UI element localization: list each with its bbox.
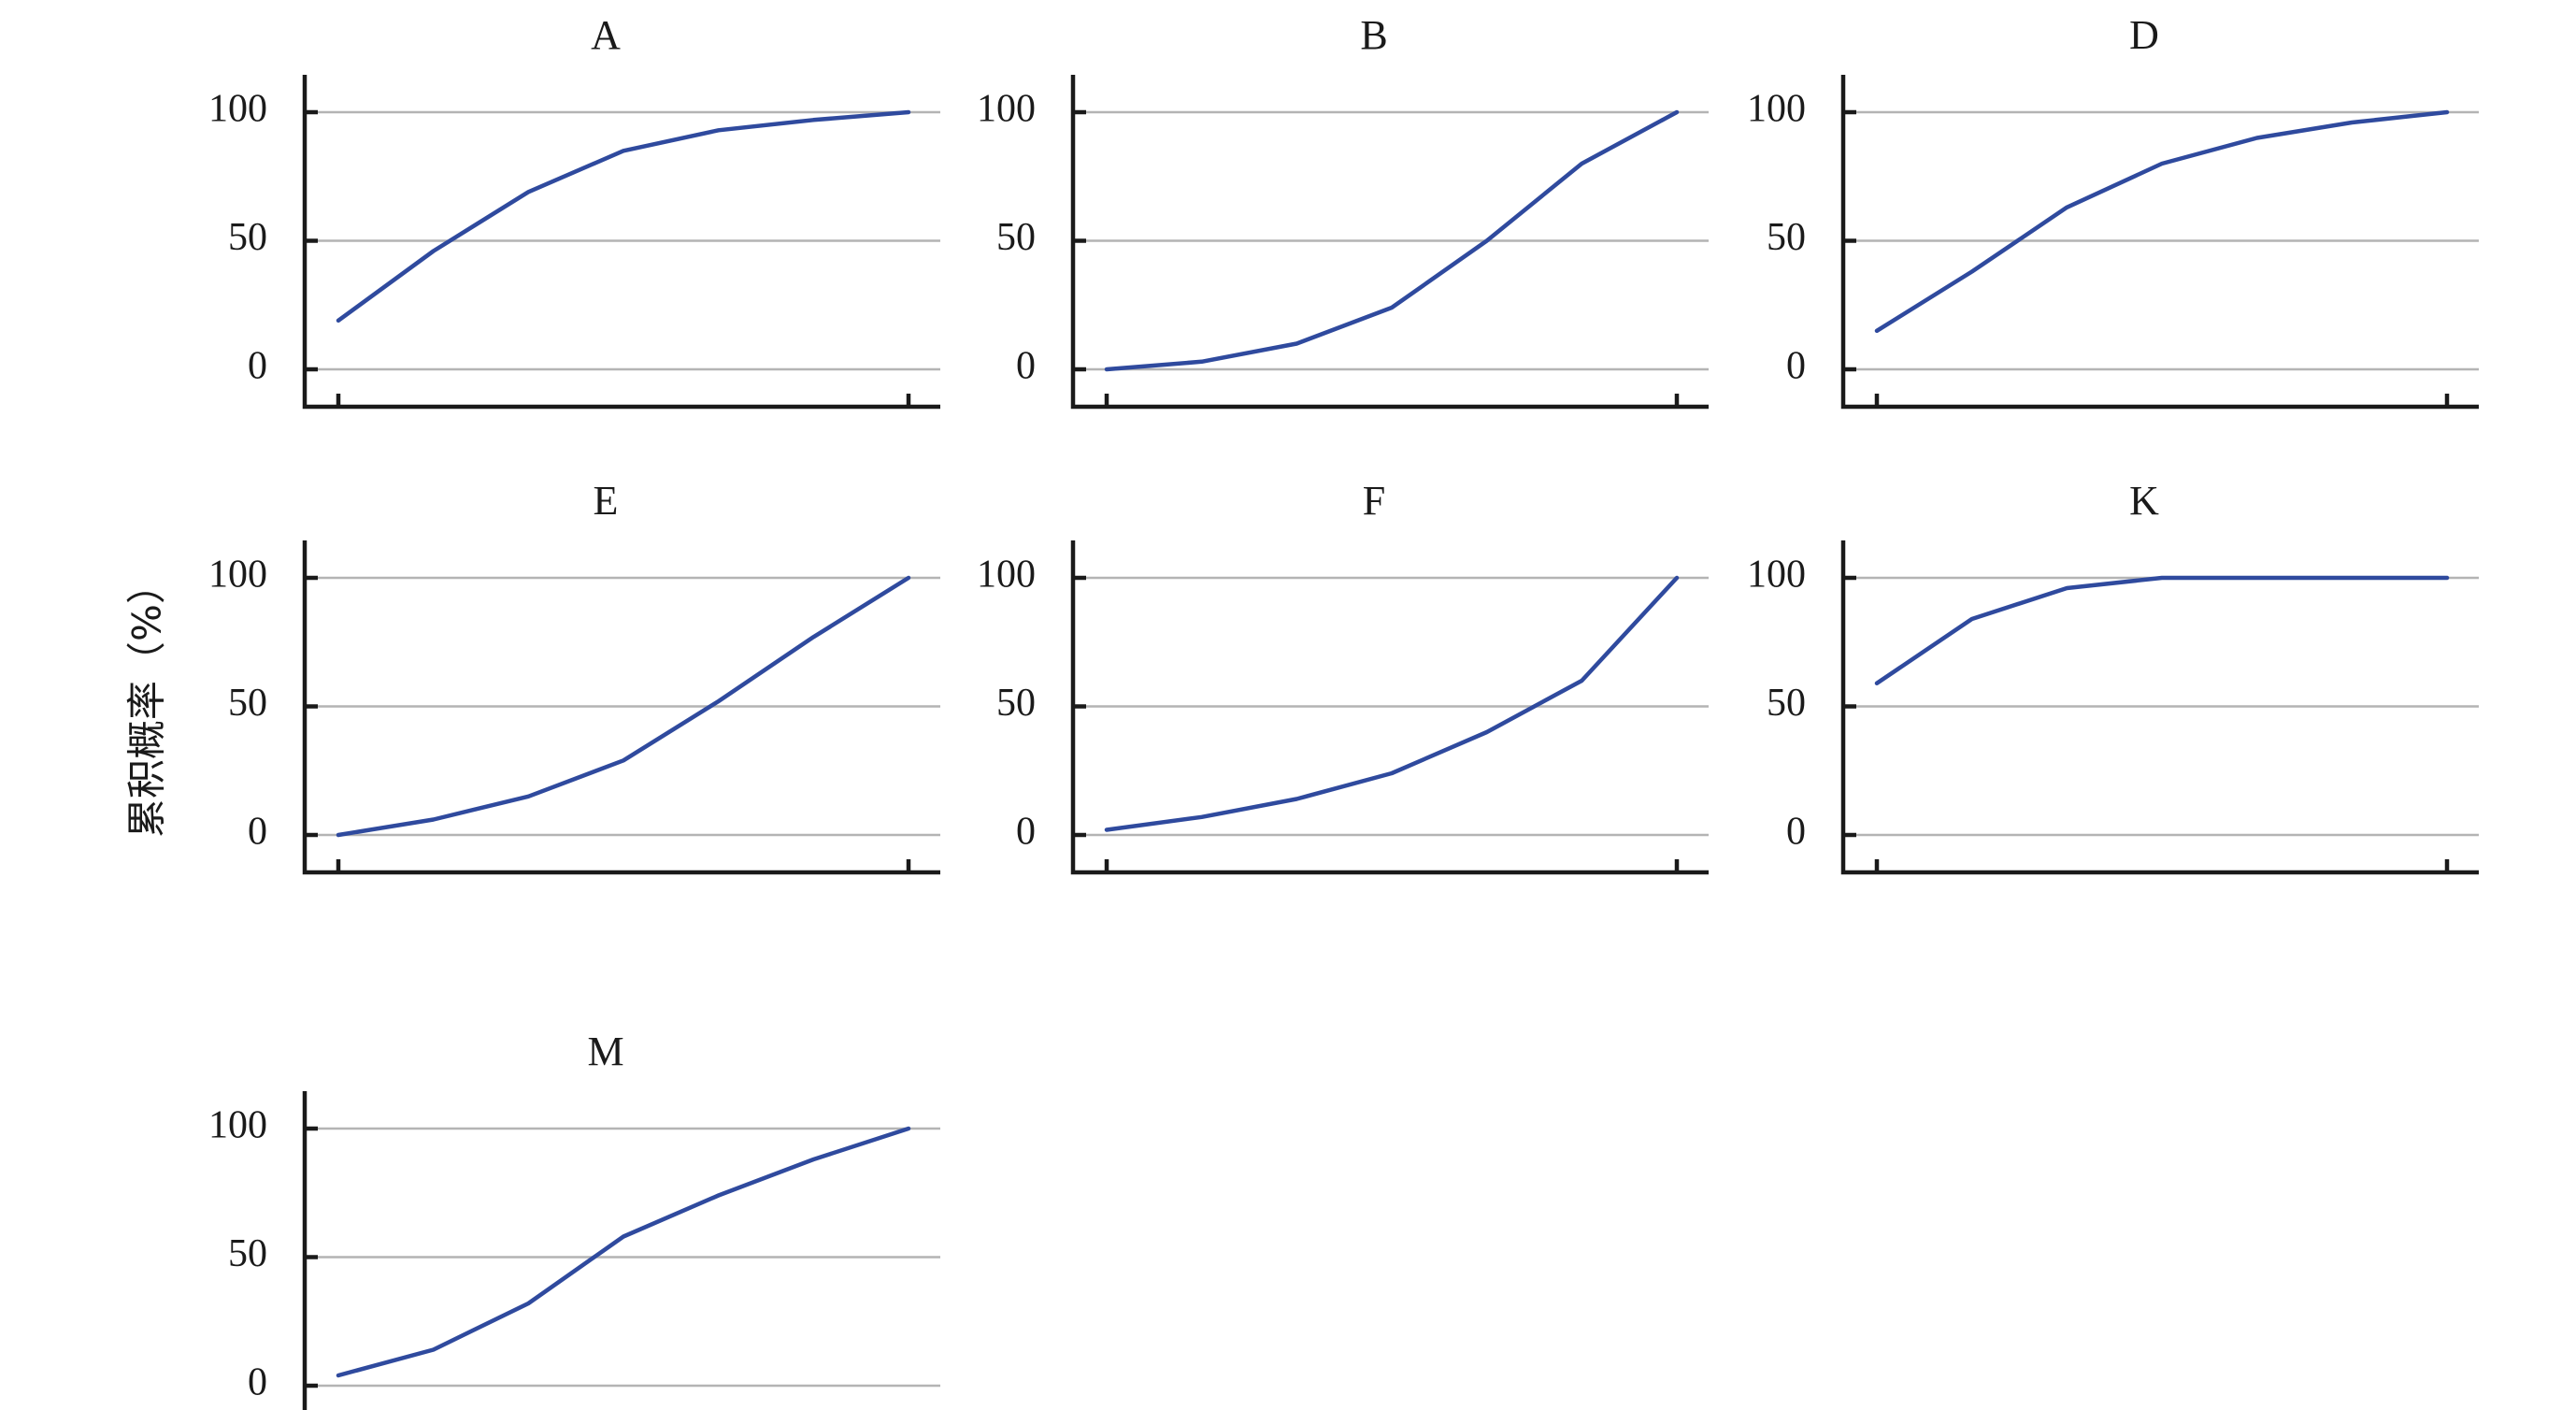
y-tick-label: 100 [208,554,267,597]
axes [1070,540,1709,875]
y-tick-label: 50 [996,216,1036,259]
y-tick-label: 100 [977,554,1036,597]
panel-title: M [587,1029,623,1074]
panel-k: K 0 50 100 [1747,478,2479,875]
series-line [1874,575,2450,686]
y-tick-label: 0 [248,345,267,388]
chart-panels: A 0 50 100 B 0 50 100 D 0 50 100 E 0 50 100 F 0 50 100 K 0 50 1… [208,12,2479,1410]
series-line [1874,109,2450,334]
y-tick-label: 50 [228,682,267,725]
series-line [336,109,911,324]
y-tick-label: 100 [1747,554,1806,597]
panel-f: F 0 50 100 [977,478,1709,875]
axes [302,540,940,875]
y-tick-label: 50 [996,682,1036,725]
y-tick-label: 0 [1786,345,1806,388]
y-tick-label: 0 [1016,345,1036,388]
y-tick-label: 50 [228,216,267,259]
axes [1840,540,2479,875]
panel-m: M 0 50 100 [208,1029,940,1410]
y-tick-label: 0 [1786,811,1806,854]
series-line [1104,575,1680,832]
series-line [336,1126,911,1378]
y-tick-label: 50 [228,1232,267,1275]
panel-title: A [591,12,621,58]
axes [302,1091,308,1410]
panel-title: B [1360,12,1387,58]
y-tick-label: 100 [1747,88,1806,131]
y-tick-label: 0 [248,1361,267,1404]
axes [1070,75,1709,410]
panel-title: F [1363,478,1385,524]
y-tick-label: 50 [1767,682,1806,725]
series-line [1104,109,1680,372]
y-tick-label: 100 [208,1104,267,1147]
panel-title: E [594,478,619,524]
axes [302,75,940,410]
y-tick-label: 50 [1767,216,1806,259]
panel-d: D 0 50 100 [1747,12,2479,410]
y-tick-label: 0 [1016,811,1036,854]
y-tick-label: 100 [977,88,1036,131]
axes [1840,75,2479,410]
panel-title: K [2129,478,2159,524]
panel-a: A 0 50 100 [208,12,940,410]
y-axis-label: 累积概率（%） [124,565,170,838]
y-tick-label: 0 [248,811,267,854]
panel-title: D [2129,12,2159,58]
y-tick-label: 100 [208,88,267,131]
series-line [336,575,911,838]
panel-b: B 0 50 100 [977,12,1709,410]
panel-e: E 0 50 100 [208,478,940,875]
